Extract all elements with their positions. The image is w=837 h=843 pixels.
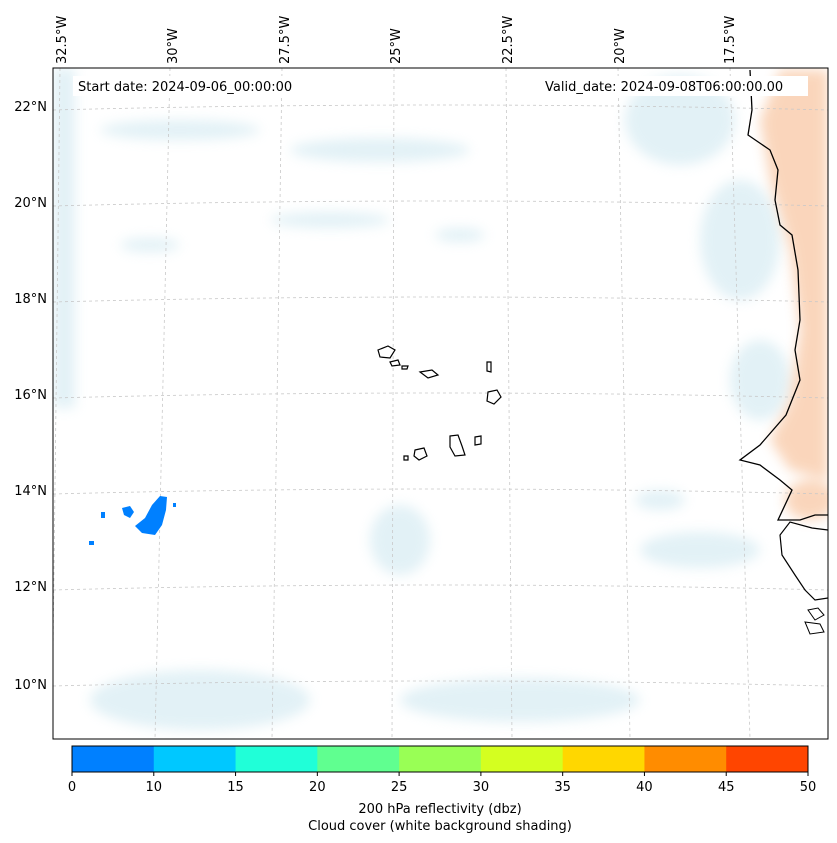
colorbar-segment	[235, 746, 318, 772]
colorbar-tick-label: 35	[554, 780, 571, 795]
colorbar-segments	[72, 746, 809, 772]
colorbar-label-line2: Cloud cover (white background shading)	[308, 819, 572, 834]
colorbar-label-line1: 200 hPa reflectivity (dbz)	[358, 802, 521, 817]
lon-label: 17.5°W	[723, 16, 738, 64]
lat-label: 22°N	[14, 100, 47, 115]
latitude-labels: 22°N 20°N 18°N 16°N 14°N 12°N 10°N	[14, 100, 47, 693]
lon-label: 32.5°W	[55, 16, 70, 64]
map-panel: Start date: 2024-09-06_00:00:00 Valid_da…	[14, 16, 829, 740]
lat-label: 14°N	[14, 484, 47, 499]
colorbar-segment	[72, 746, 155, 772]
start-date-label: Start date: 2024-09-06_00:00:00	[78, 80, 292, 95]
colorbar-tick-label: 20	[309, 780, 326, 795]
lat-label: 10°N	[14, 678, 47, 693]
africa-coastline-south	[779, 521, 828, 601]
colorbar-tick-label: 25	[391, 780, 408, 795]
colorbar-segment	[317, 746, 400, 772]
colorbar-segment	[153, 746, 237, 772]
africa-coastline	[738, 69, 828, 521]
lat-label: 16°N	[14, 388, 47, 403]
longitude-labels: 32.5°W 30°W 27.5°W 25°W 22.5°W 20°W 17.5…	[55, 16, 738, 64]
start-date-box: Start date: 2024-09-06_00:00:00	[73, 76, 317, 96]
colorbar-segment	[726, 746, 809, 772]
warm-shading	[760, 70, 828, 520]
valid-date-label: Valid_date: 2024-09-08T06:00:00.00	[545, 80, 783, 95]
cloud-cover-shading	[53, 68, 790, 730]
valid-date-box: Valid_date: 2024-09-08T06:00:00.00	[540, 76, 808, 96]
lat-label: 20°N	[14, 196, 47, 211]
lon-label: 22.5°W	[501, 16, 516, 64]
lat-label: 18°N	[14, 292, 47, 307]
lon-label: 27.5°W	[278, 16, 293, 64]
colorbar-tick-label: 30	[473, 780, 490, 795]
colorbar-tick-label: 45	[718, 780, 735, 795]
colorbar-tick-label: 50	[800, 780, 817, 795]
colorbar-ticks: 0 10 15 20 25 30 35 40 45 50	[68, 772, 816, 795]
colorbar-tick-label: 40	[636, 780, 653, 795]
reflectivity-area	[89, 496, 176, 545]
colorbar-segment	[480, 746, 564, 772]
colorbar-segment	[644, 746, 727, 772]
lon-label: 20°W	[613, 28, 628, 64]
lat-label: 12°N	[14, 580, 47, 595]
colorbar-frame	[71, 745, 809, 773]
colorbar-tick-label: 10	[146, 780, 163, 795]
map-frame	[52, 67, 829, 740]
colorbar-segment	[562, 746, 645, 772]
colorbar-tick-label: 0	[68, 780, 76, 795]
lon-label: 30°W	[166, 28, 181, 64]
colorbar-segment	[399, 746, 482, 772]
colorbar: 0 10 15 20 25 30 35 40 45 50 200 hPa reflectivity…	[68, 745, 816, 834]
lon-label: 25°W	[389, 28, 404, 64]
coast-islands	[804, 607, 825, 635]
colorbar-tick-label: 15	[227, 780, 244, 795]
cape-verde-islands	[377, 345, 502, 461]
